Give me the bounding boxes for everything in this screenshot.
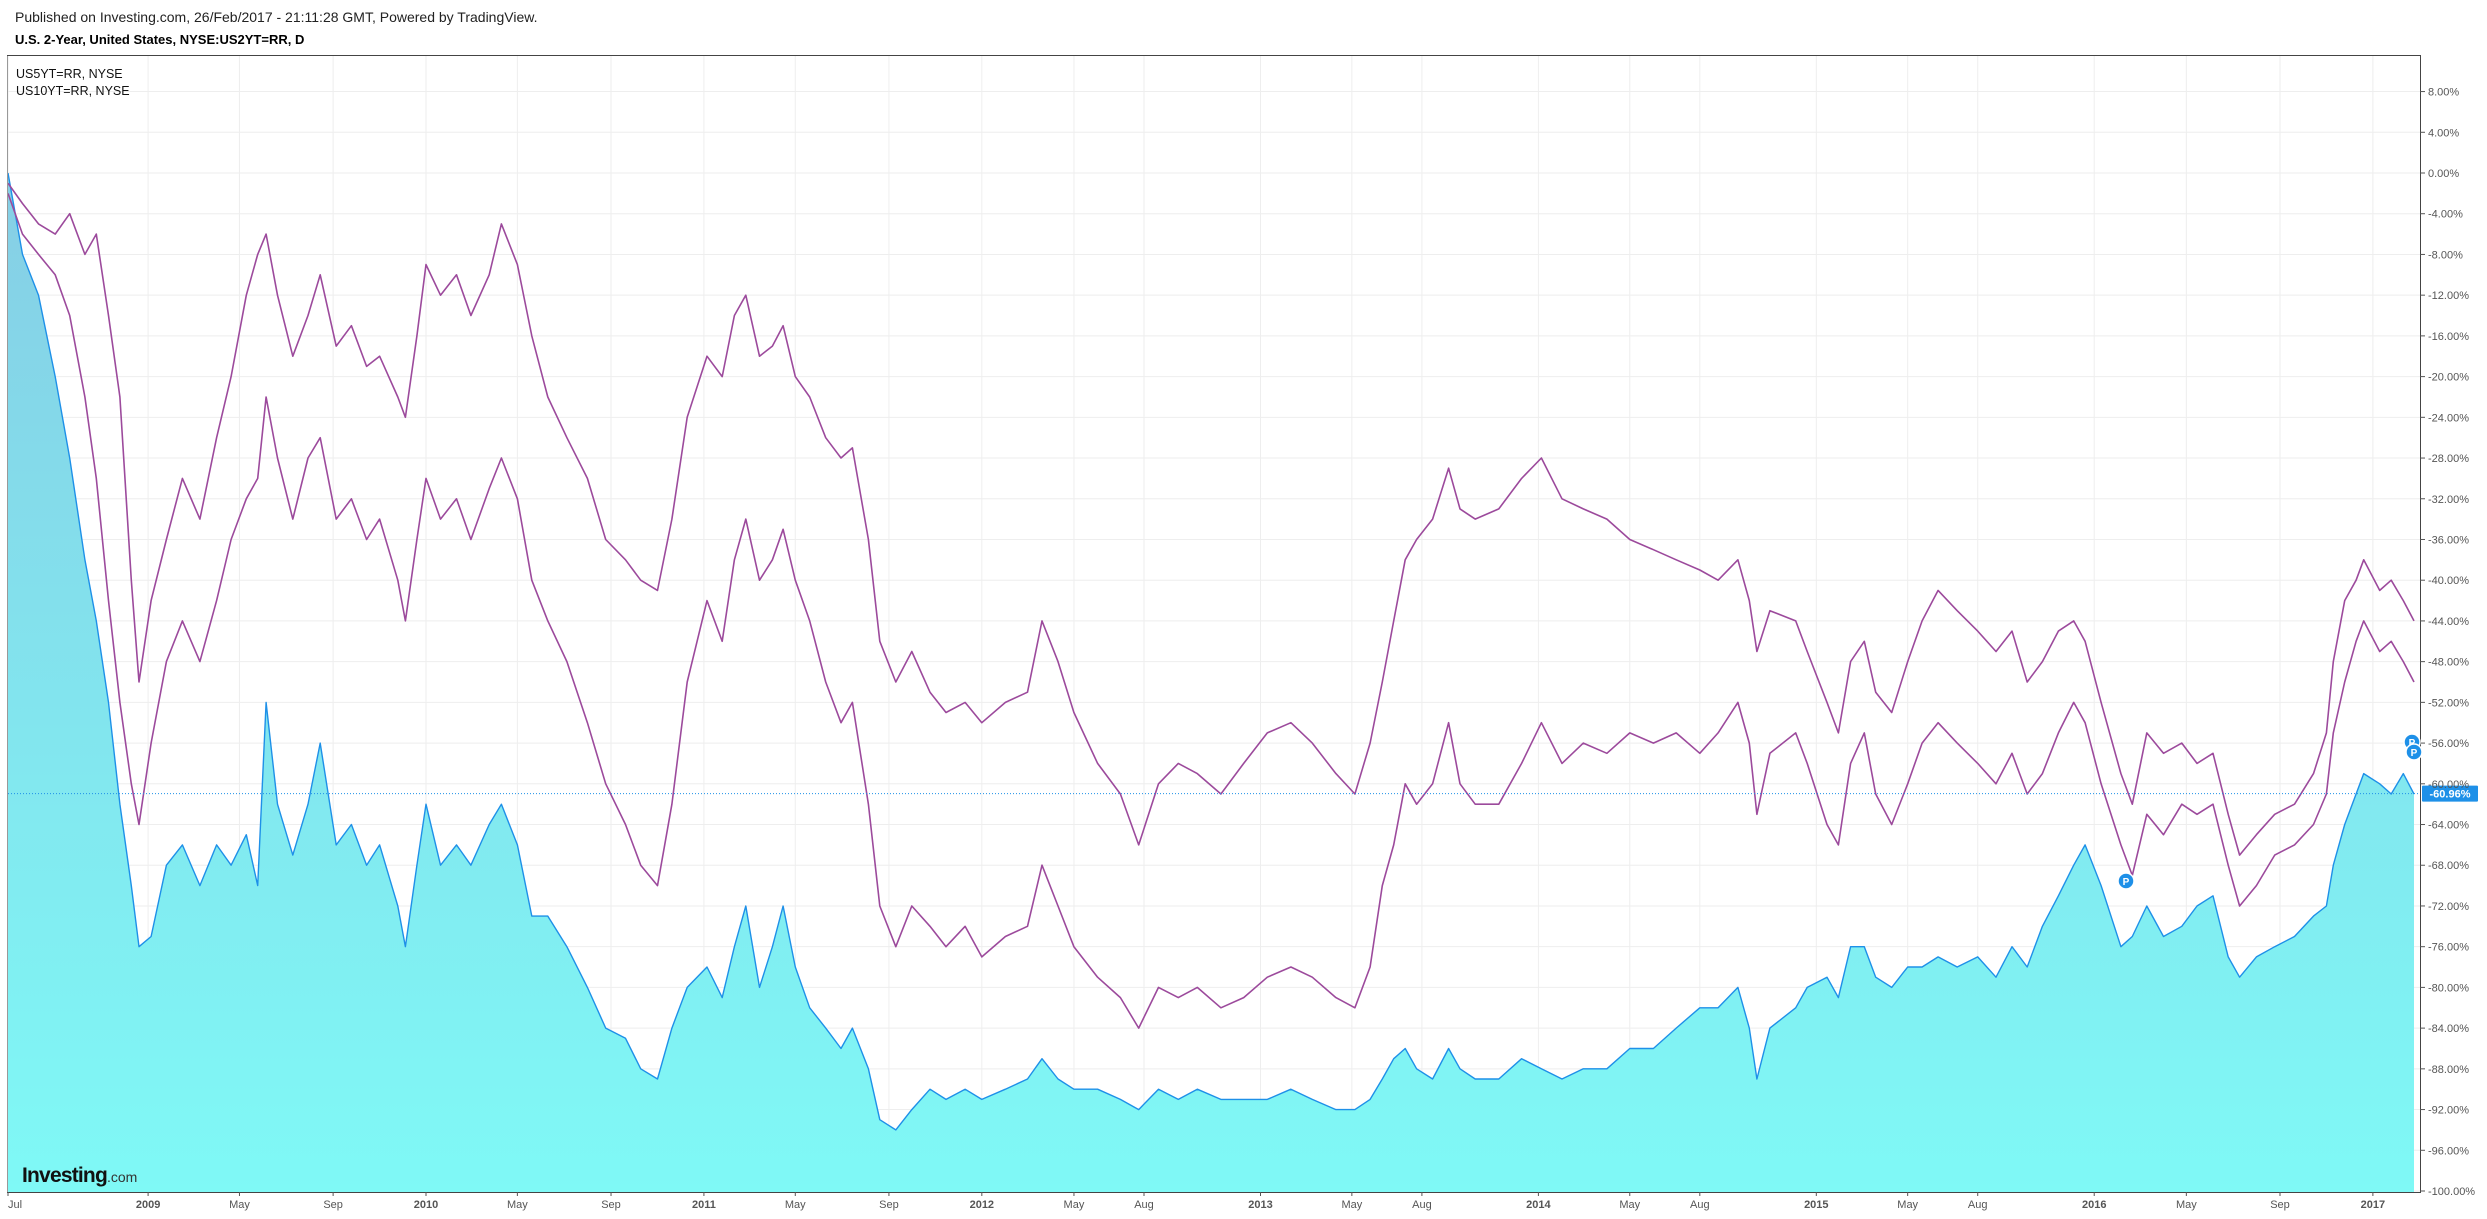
x-tick-label: Sep <box>601 1199 621 1211</box>
y-tick-label: -32.00% <box>2428 494 2469 506</box>
y-tick-label: -28.00% <box>2428 453 2469 465</box>
x-tick-label: May <box>1064 1199 1085 1211</box>
series-line-us10yt[interactable] <box>8 182 2415 856</box>
y-tick-label: 0.00% <box>2428 168 2459 180</box>
legend: US5YT=RR, NYSE US10YT=RR, NYSE <box>16 66 130 100</box>
logo-suffix: .com <box>106 1169 138 1185</box>
y-tick-label: -52.00% <box>2428 697 2469 709</box>
y-tick-label: -84.00% <box>2428 1023 2469 1035</box>
x-axis[interactable]: Jul 2009 May Sep 2010 May Sep 2011 May Sep 2012 May… <box>7 1192 2385 1211</box>
y-tick-label: -16.00% <box>2428 331 2469 343</box>
x-tick-label: Aug <box>1134 1199 1154 1211</box>
series-line-us2yt[interactable] <box>8 172 2415 1131</box>
x-tick-label: 2009 <box>136 1199 160 1211</box>
y-tick-label: -36.00% <box>2428 534 2469 546</box>
x-tick-label: 2017 <box>2361 1199 2385 1211</box>
x-tick-label: Jul <box>8 1199 22 1211</box>
x-tick-label: 2012 <box>970 1199 994 1211</box>
y-tick-label: -12.00% <box>2428 290 2469 302</box>
marker-circle <box>2117 872 2135 890</box>
y-tick-label: 8.00% <box>2428 87 2459 99</box>
x-tick-label: 2010 <box>414 1199 438 1211</box>
x-tick-label: Sep <box>879 1199 899 1211</box>
y-tick-label: -88.00% <box>2428 1064 2469 1076</box>
x-tick-label: Sep <box>323 1199 343 1211</box>
y-tick-label: -76.00% <box>2428 942 2469 954</box>
y-tick-label: -24.00% <box>2428 412 2469 424</box>
y-tick-label: -48.00% <box>2428 657 2469 669</box>
legend-entry-us10yt[interactable]: US10YT=RR, NYSE <box>16 84 130 98</box>
y-tick-label: 4.00% <box>2428 127 2459 139</box>
x-tick-label: 2014 <box>1526 1199 1551 1211</box>
x-tick-label: May <box>1341 1199 1362 1211</box>
y-tick-label: -40.00% <box>2428 575 2469 587</box>
investing-logo[interactable]: Investing.com <box>22 1164 137 1188</box>
series-layer <box>8 172 2415 1192</box>
x-tick-label: Sep <box>2270 1199 2290 1211</box>
y-tick-label: -100.00% <box>2428 1186 2475 1198</box>
y-tick-label: -80.00% <box>2428 982 2469 994</box>
y-tick-label: -4.00% <box>2428 209 2463 221</box>
x-tick-label: Aug <box>1968 1199 1988 1211</box>
y-tick-label: -8.00% <box>2428 249 2463 261</box>
last-value-label: -60.96% <box>2430 789 2471 801</box>
x-tick-label: 2015 <box>1804 1199 1828 1211</box>
x-tick-label: 2013 <box>1248 1199 1272 1211</box>
y-tick-label: -68.00% <box>2428 860 2469 872</box>
marker-label: P <box>2123 877 2130 888</box>
x-tick-label: May <box>1897 1199 1918 1211</box>
logo-text: Investing <box>22 1164 108 1187</box>
x-tick-label: 2011 <box>692 1199 716 1211</box>
chart-title: U.S. 2-Year, United States, NYSE:US2YT=R… <box>15 32 305 47</box>
marker-circle <box>2405 743 2423 761</box>
y-tick-label: -96.00% <box>2428 1145 2469 1157</box>
published-note: Published on Investing.com, 26/Feb/2017 … <box>15 9 538 25</box>
x-tick-label: May <box>785 1199 806 1211</box>
y-tick-label: -56.00% <box>2428 738 2469 750</box>
grid-lines <box>7 56 2420 1192</box>
y-axis[interactable]: 8.00% 4.00% 0.00% -4.00% -8.00% -12.00% -16.00… <box>2420 87 2475 1198</box>
x-tick-label: May <box>229 1199 250 1211</box>
last-value-line-layer: -60.96% <box>8 785 2478 802</box>
series-area-us2yt <box>8 173 2414 1192</box>
series-line-us5yt[interactable] <box>8 193 2415 1029</box>
y-tick-label: -72.00% <box>2428 901 2469 913</box>
last-value-badge <box>2422 785 2478 802</box>
dividend-icon[interactable]: P <box>2405 743 2423 761</box>
x-tick-label: May <box>507 1199 528 1211</box>
event-markers[interactable]: PPP <box>2117 733 2423 890</box>
y-tick-label: -44.00% <box>2428 616 2469 628</box>
x-tick-label: Aug <box>1690 1199 1710 1211</box>
marker-label: P <box>2411 748 2418 759</box>
legend-entry-us5yt[interactable]: US5YT=RR, NYSE <box>16 67 123 81</box>
x-tick-label: 2016 <box>2082 1199 2106 1211</box>
x-tick-label: May <box>1619 1199 1640 1211</box>
x-tick-label: Aug <box>1412 1199 1432 1211</box>
x-tick-label: May <box>2176 1199 2197 1211</box>
y-tick-label: -20.00% <box>2428 372 2469 384</box>
y-tick-label: -92.00% <box>2428 1105 2469 1117</box>
y-tick-label: -64.00% <box>2428 820 2469 832</box>
y-tick-label: -60.00% <box>2428 779 2469 791</box>
dividend-icon[interactable]: P <box>2117 872 2135 890</box>
